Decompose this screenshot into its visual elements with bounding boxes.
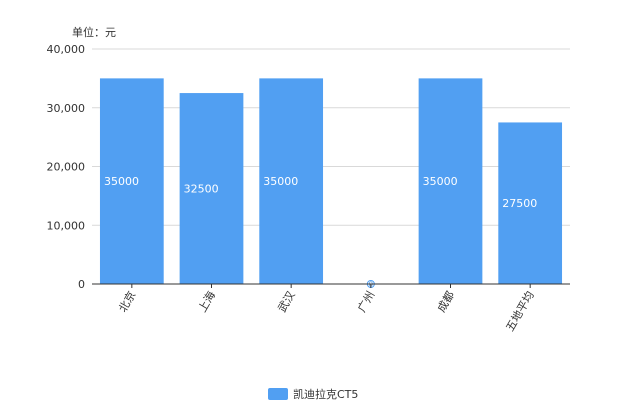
bar-value-label: 35000	[423, 175, 458, 188]
x-tick-label: 上海	[195, 289, 218, 315]
bars: 35000325003500003500027500	[99, 78, 563, 289]
bar-value-label: 27500	[502, 197, 537, 210]
legend-swatch[interactable]	[268, 388, 288, 400]
x-axis-ticks: 北京 上海 武汉 广州 成都 五地平均	[115, 284, 537, 334]
y-tick-label: 0	[78, 278, 85, 291]
x-tick-label: 广州	[355, 289, 377, 315]
x-tick-label: 五地平均	[504, 289, 537, 334]
y-axis-ticks: 0 10,000 20,000 30,000 40,000	[47, 43, 86, 291]
y-tick-label: 40,000	[47, 43, 86, 56]
bar[interactable]	[179, 93, 244, 284]
y-tick-label: 10,000	[47, 219, 86, 232]
y-tick-label: 20,000	[47, 161, 86, 174]
bar-value-label: 32500	[184, 183, 219, 196]
bar[interactable]	[99, 78, 164, 284]
bar-value-label: 35000	[104, 175, 139, 188]
bar-value-label: 35000	[263, 175, 298, 188]
unit-label: 单位：元	[72, 25, 116, 39]
legend-label[interactable]: 凯迪拉克CT5	[293, 387, 358, 401]
bar[interactable]	[259, 78, 324, 284]
x-tick-label: 北京	[115, 289, 138, 315]
x-tick-label: 成都	[435, 289, 457, 315]
legend[interactable]: 凯迪拉克CT5	[268, 387, 358, 401]
grid-lines	[92, 48, 570, 226]
bar[interactable]	[498, 122, 563, 284]
x-tick-label: 武汉	[276, 289, 298, 315]
y-tick-label: 30,000	[47, 102, 86, 115]
bar[interactable]	[418, 78, 483, 284]
